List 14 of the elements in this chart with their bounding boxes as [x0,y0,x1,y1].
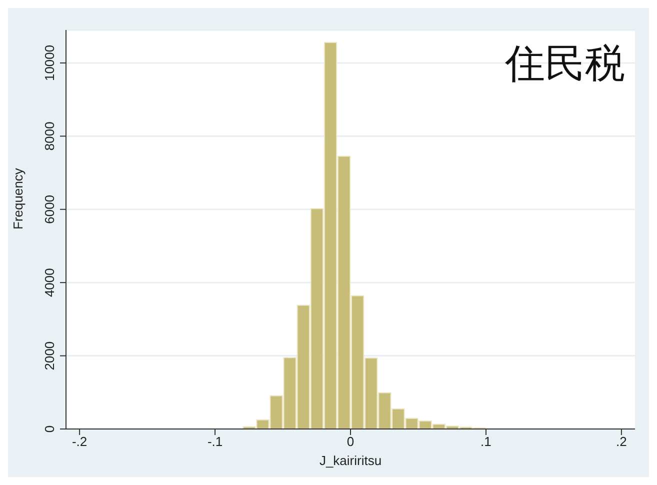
x-axis-title: J_kairiritsu [319,453,382,468]
y-axis-title: Frequency [10,168,26,230]
y-tick-label: 2000 [42,341,57,370]
x-tick-label: .2 [616,434,627,450]
y-tick-label: 10000 [42,44,57,82]
x-tick-label: 0 [346,434,354,450]
x-tick-label: -.2 [72,434,88,450]
y-tick-label: 4000 [42,268,57,298]
y-tick-label: 6000 [42,194,57,224]
x-tick-label: -.1 [207,434,223,450]
x-tick-label: .1 [480,434,492,450]
annotation: 住民税 [505,40,625,89]
y-tick-label: 0 [42,425,57,433]
y-tick-label: 8000 [42,122,57,151]
